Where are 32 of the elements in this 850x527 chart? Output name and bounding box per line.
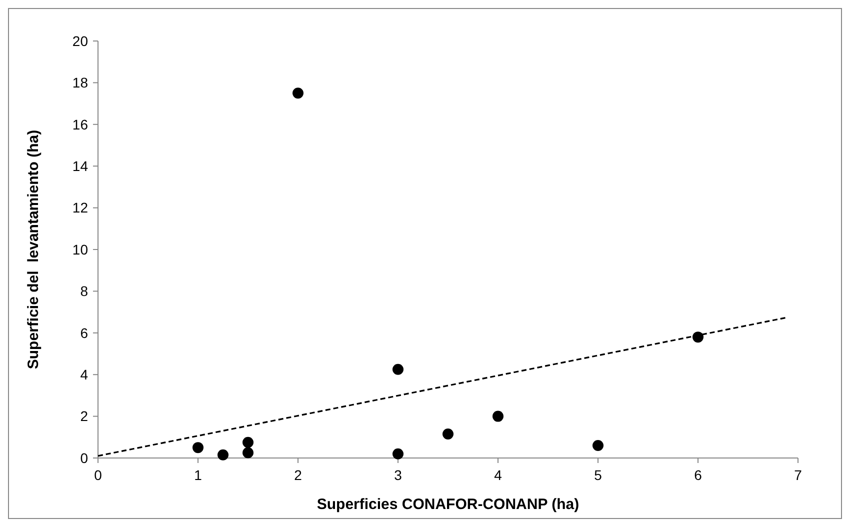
x-tick-label: 5 [594, 467, 602, 483]
point [292, 88, 304, 99]
x-tick-label: 0 [94, 467, 102, 483]
x-axis-title: Superficies CONAFOR-CONANP (ha) [316, 496, 580, 513]
y-tick-label: 0 [80, 450, 88, 466]
point [218, 449, 228, 460]
point [492, 410, 504, 422]
y-tick-label: 20 [72, 32, 88, 49]
point [392, 364, 404, 375]
y-tick-label: 16 [72, 116, 88, 132]
point [242, 447, 254, 458]
y-tick-label: 2 [80, 408, 88, 424]
point [242, 436, 254, 448]
y-tick-label: 4 [80, 366, 88, 382]
point [392, 448, 404, 460]
x-tick-label: 6 [694, 467, 702, 483]
y-tick-label: 12 [72, 200, 88, 216]
x-tick-label: 4 [494, 467, 502, 483]
point [192, 442, 204, 454]
x-tick-label: 2 [294, 467, 302, 483]
point [592, 440, 604, 451]
y-tick-label: 10 [72, 241, 88, 258]
y-axis-title: Superficie del levantamiento (ha) [25, 130, 42, 370]
y-tick-label: 18 [72, 74, 88, 91]
point [442, 428, 454, 440]
y-tick-label: 14 [72, 158, 88, 174]
x-tick-label: 1 [194, 467, 202, 483]
point [692, 332, 704, 343]
y-tick-label: 8 [80, 283, 88, 300]
x-tick-label: 7 [794, 467, 802, 483]
y-tick-label: 6 [80, 324, 88, 341]
x-tick-label: 3 [394, 467, 402, 483]
